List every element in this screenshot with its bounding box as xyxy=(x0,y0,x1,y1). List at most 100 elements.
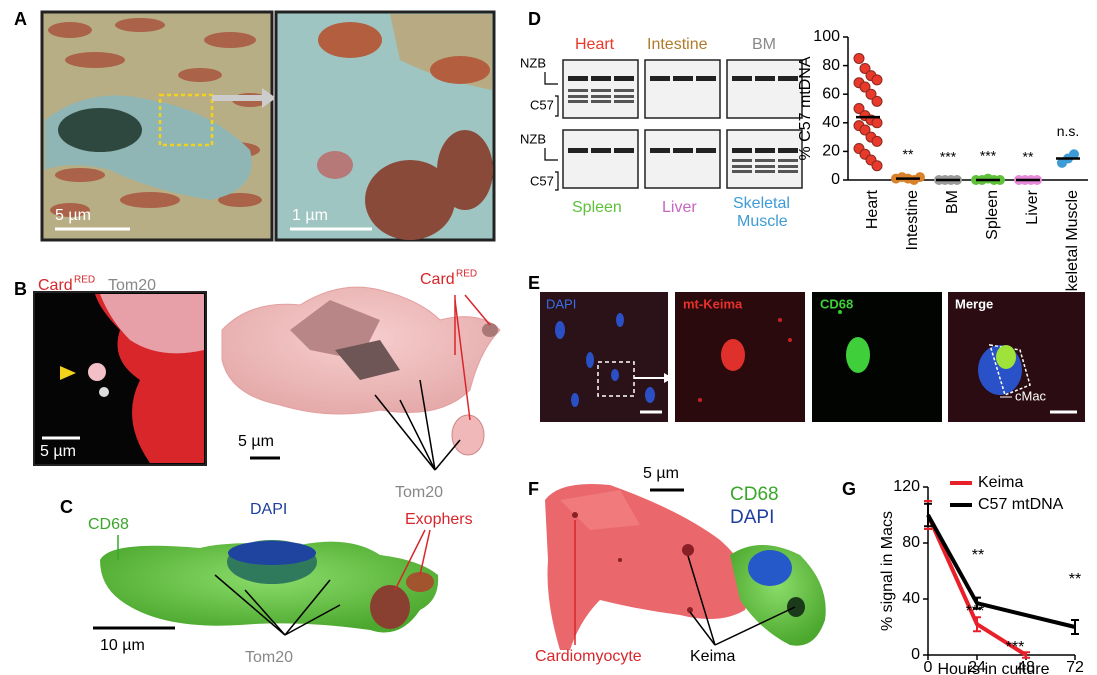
y-tick-label: 40 xyxy=(822,114,840,131)
error-bar xyxy=(1022,651,1030,659)
gel-label: BM xyxy=(752,36,776,53)
gel-band xyxy=(732,159,752,162)
gel-band xyxy=(650,76,670,81)
error-bar xyxy=(973,616,981,633)
series-line xyxy=(926,514,1076,629)
line-chart: 0 40 80 120 0 24 48 72 Hours in culture % signal … xyxy=(879,474,1084,675)
y-tick-label: 20 xyxy=(822,143,840,160)
scale-bar-label: 1 µm xyxy=(292,207,328,224)
gel-band xyxy=(673,148,693,153)
significance: n.s. xyxy=(1057,123,1080,139)
panel-label: C xyxy=(60,497,73,517)
render-label: Keima xyxy=(690,648,735,665)
render-label: DAPI xyxy=(730,507,774,528)
render-label: Card xyxy=(420,271,455,288)
x-tick-label: 0 xyxy=(924,659,933,675)
3d-render xyxy=(545,484,826,650)
gel-band xyxy=(568,148,588,153)
error-bar xyxy=(924,502,932,528)
gel-band xyxy=(568,89,588,92)
em-image-right xyxy=(274,10,496,242)
panel-label: A xyxy=(14,9,27,29)
series-line xyxy=(926,514,1028,657)
render-label: Exophers xyxy=(405,511,473,528)
y-axis-label: % C57 mtDNA xyxy=(797,56,814,160)
gel-band xyxy=(778,159,798,162)
x-tick-label: 72 xyxy=(1066,659,1084,675)
dot xyxy=(871,95,883,107)
band-label: NZB xyxy=(520,131,546,146)
band-label: C57 xyxy=(530,97,554,112)
gel-band xyxy=(732,170,752,173)
band-label: NZB xyxy=(520,55,546,70)
gel xyxy=(644,59,721,119)
microscopy-images xyxy=(540,292,1085,422)
dot xyxy=(853,52,865,64)
gel-band xyxy=(591,100,611,103)
gel-band xyxy=(614,95,634,98)
x-tick-label: Skeletal Muscle xyxy=(1064,190,1081,302)
3d-render xyxy=(93,529,439,636)
x-tick-label: Intestine xyxy=(904,190,921,251)
gel-band xyxy=(755,159,775,162)
y-tick-label: 80 xyxy=(902,534,920,551)
error-bar xyxy=(1071,619,1079,635)
gel-label: Spleen xyxy=(572,199,622,216)
dot xyxy=(871,117,883,129)
band-brackets xyxy=(544,72,559,191)
x-tick-label: 48 xyxy=(1017,659,1035,675)
x-tick-label: 24 xyxy=(968,659,986,675)
gel-images xyxy=(562,59,803,189)
gel xyxy=(562,129,639,189)
gel-band xyxy=(650,148,670,153)
render-label: Cardiomyocyte xyxy=(535,648,642,665)
y-tick-label: 60 xyxy=(822,85,840,102)
gel-band xyxy=(755,76,775,81)
gel-band xyxy=(591,148,611,153)
y-tick-label: 0 xyxy=(911,646,920,663)
dot xyxy=(1069,149,1079,160)
gel-band xyxy=(732,148,752,153)
gel-band xyxy=(614,89,634,92)
gel-label: Heart xyxy=(575,36,615,53)
em-image-left xyxy=(40,10,276,242)
gel-band xyxy=(568,100,588,103)
gel-band xyxy=(778,148,798,153)
x-tick-label: BM xyxy=(944,190,961,214)
render-label: DAPI xyxy=(250,501,287,518)
y-tick-label: 40 xyxy=(902,590,920,607)
render-label: CD68 xyxy=(730,484,779,505)
y-axis-label: % signal in Macs xyxy=(879,511,896,631)
gel xyxy=(644,129,721,189)
gel-label: Liver xyxy=(662,199,697,216)
error-bar xyxy=(973,596,981,610)
image-label: cMac xyxy=(1015,388,1047,403)
image-label: mt-Keima xyxy=(683,296,743,311)
gel-band xyxy=(778,170,798,173)
significance: *** xyxy=(1006,639,1025,656)
gel-label: Intestine xyxy=(647,36,708,53)
dot xyxy=(871,160,883,172)
y-tick-label: 80 xyxy=(822,57,840,74)
significance: ** xyxy=(972,547,984,564)
gel-band xyxy=(614,76,634,81)
gel-band xyxy=(614,100,634,103)
gel-band xyxy=(778,165,798,168)
stain-label-sup: RED xyxy=(74,275,95,286)
y-tick-label: 120 xyxy=(893,478,920,495)
scale-bar-label: 5 µm xyxy=(40,443,76,460)
legend-label: C57 mtDNA xyxy=(978,496,1064,513)
gel-label: Skeletal xyxy=(733,195,790,212)
dot xyxy=(871,135,883,147)
significance: ** xyxy=(1023,149,1034,165)
gel-band xyxy=(755,165,775,168)
dot xyxy=(859,81,871,93)
render-label-sup: RED xyxy=(456,269,477,280)
legend-label: Keima xyxy=(978,474,1023,491)
scale-bar-label: 5 µm xyxy=(55,207,91,224)
stain-label: Tom20 xyxy=(108,277,156,294)
gel-band xyxy=(673,76,693,81)
gel-band xyxy=(755,148,775,153)
gel-band xyxy=(591,89,611,92)
